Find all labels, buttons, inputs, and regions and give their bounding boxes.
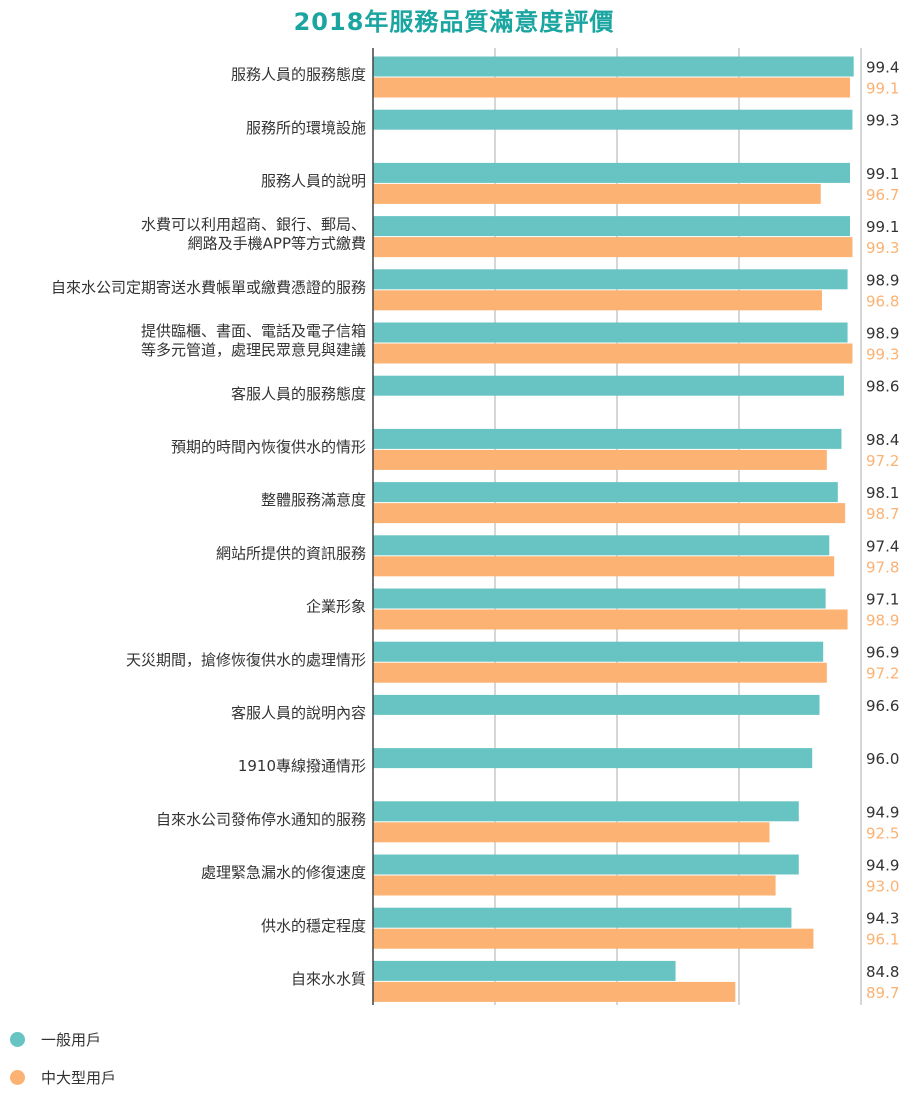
value-label-large: 97.2 xyxy=(866,452,899,470)
value-label-large: 96.7 xyxy=(866,186,899,204)
value-label-general: 99.4 xyxy=(866,59,899,77)
bar-large xyxy=(373,290,822,311)
value-label-general: 98.6 xyxy=(866,378,899,396)
value-label-general: 96.9 xyxy=(866,644,899,662)
value-label-general: 98.1 xyxy=(866,484,899,502)
category-label: 客服人員的服務態度 xyxy=(231,385,366,403)
legend-item-large: 中大型用戶 xyxy=(10,1065,116,1089)
category-label: 等多元管道，處理民眾意見與建議 xyxy=(141,341,366,359)
legend-item-general: 一般用戶 xyxy=(10,1027,101,1051)
category-label: 提供臨櫃、書面、電話及電子信箱 xyxy=(141,322,366,340)
value-label-general: 98.9 xyxy=(866,271,899,289)
bar-large xyxy=(373,875,776,896)
bar-general xyxy=(373,854,799,875)
bar-large xyxy=(373,981,736,1002)
bar-general xyxy=(373,375,844,396)
value-label-general: 97.4 xyxy=(866,537,899,555)
value-label-general: 96.6 xyxy=(866,697,899,715)
value-label-general: 98.9 xyxy=(866,325,899,343)
bar-general xyxy=(373,535,830,556)
chart-title: 2018年服務品質滿意度評價 xyxy=(293,8,615,36)
value-label-general: 96.0 xyxy=(866,750,899,768)
category-label: 水費可以利用超商、銀行、郵局、 xyxy=(141,216,366,234)
bar-large xyxy=(373,449,827,470)
bar-large xyxy=(373,183,821,204)
value-label-large: 96.1 xyxy=(866,931,899,949)
legend-dot-large xyxy=(10,1069,25,1085)
bar-general xyxy=(373,269,848,290)
bar-general xyxy=(373,56,854,77)
bar-general xyxy=(373,109,853,130)
value-label-large: 97.8 xyxy=(866,558,899,576)
legend-dot-general xyxy=(10,1031,25,1047)
value-label-general: 99.3 xyxy=(866,112,899,130)
bar-general xyxy=(373,907,792,928)
bar-general xyxy=(373,482,838,503)
category-label: 服務人員的服務態度 xyxy=(231,66,366,84)
category-label: 自來水公司發佈停水通知的服務 xyxy=(156,810,366,828)
bar-general xyxy=(373,428,842,449)
value-label-large: 93.0 xyxy=(866,878,899,896)
category-label: 處理緊急漏水的修復速度 xyxy=(201,864,366,882)
value-label-general: 98.4 xyxy=(866,431,899,449)
category-label: 服務所的環境設施 xyxy=(246,119,366,137)
value-label-large: 99.3 xyxy=(866,239,899,257)
category-label: 服務人員的說明 xyxy=(261,172,366,190)
bar-large xyxy=(373,77,851,98)
bar-general xyxy=(373,748,813,769)
bar-general xyxy=(373,801,799,822)
category-label: 自來水公司定期寄送水費帳單或繳費憑證的服務 xyxy=(51,278,366,296)
value-label-large: 99.3 xyxy=(866,346,899,364)
bar-large xyxy=(373,928,814,949)
category-label: 網路及手機APP等方式繳費 xyxy=(188,235,366,253)
value-label-large: 96.8 xyxy=(866,292,899,310)
category-label: 供水的穩定程度 xyxy=(261,917,366,935)
bar-large xyxy=(373,662,827,683)
bar-large xyxy=(373,556,835,577)
legend-label-general: 一般用戶 xyxy=(41,1030,102,1049)
bar-large xyxy=(373,503,846,524)
category-label: 天災期間，搶修恢復供水的處理情形 xyxy=(126,651,366,669)
value-label-general: 99.1 xyxy=(866,218,899,236)
category-label: 自來水水質 xyxy=(291,970,366,988)
category-label: 客服人員的說明內容 xyxy=(231,704,366,722)
bar-large xyxy=(373,822,770,843)
bar-large xyxy=(373,609,848,630)
value-label-large: 89.7 xyxy=(866,984,899,1002)
bar-general xyxy=(373,960,676,981)
bar-large xyxy=(373,343,853,364)
value-label-large: 99.1 xyxy=(866,80,899,98)
bar-large xyxy=(373,237,853,258)
value-label-general: 99.1 xyxy=(866,165,899,183)
category-label: 預期的時間內恢復供水的情形 xyxy=(171,438,366,456)
bar-general xyxy=(373,322,848,343)
bar-general xyxy=(373,694,820,715)
value-label-large: 97.2 xyxy=(866,665,899,683)
bar-general xyxy=(373,641,824,662)
value-label-general: 94.9 xyxy=(866,857,899,875)
value-label-large: 98.9 xyxy=(866,612,899,630)
category-label: 整體服務滿意度 xyxy=(261,491,366,509)
category-label: 1910專線撥通情形 xyxy=(238,757,366,775)
value-label-large: 92.5 xyxy=(866,824,899,842)
legend-label-large: 中大型用戶 xyxy=(41,1068,117,1087)
bar-general xyxy=(373,216,851,237)
category-label: 網站所提供的資訊服務 xyxy=(216,544,366,562)
value-label-general: 97.1 xyxy=(866,591,899,609)
value-label-large: 98.7 xyxy=(866,505,899,523)
bar-general xyxy=(373,588,826,609)
bar-general xyxy=(373,162,851,183)
value-label-general: 84.8 xyxy=(866,963,899,981)
category-label: 企業形象 xyxy=(306,598,366,616)
value-label-general: 94.3 xyxy=(866,910,899,928)
value-label-general: 94.9 xyxy=(866,803,899,821)
